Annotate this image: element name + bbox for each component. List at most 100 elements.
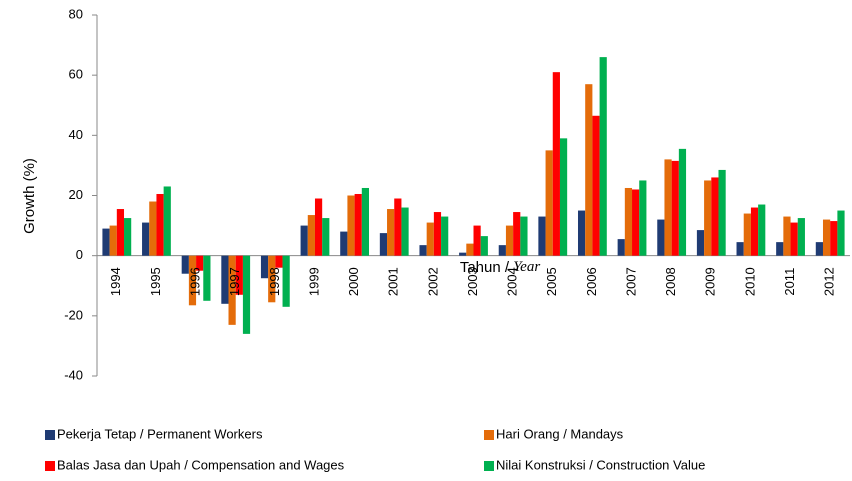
bar: [480, 236, 488, 256]
bar: [632, 189, 640, 256]
y-tick-label: 60: [69, 67, 83, 82]
bar: [671, 160, 679, 256]
bar: [142, 222, 150, 256]
bar: [282, 255, 290, 307]
bar: [797, 218, 805, 256]
bar: [314, 198, 323, 256]
bar: [149, 201, 157, 256]
bar: [822, 219, 831, 256]
legend-label: Nilai Konstruksi / Construction Value: [496, 457, 705, 472]
x-axis-title: Tahun / Year: [460, 259, 540, 276]
bar: [419, 245, 427, 256]
bar: [394, 198, 402, 256]
x-tick-label: 2012: [822, 267, 837, 296]
x-tick-label: 1994: [108, 267, 123, 296]
bar: [545, 150, 553, 256]
bar: [188, 255, 197, 306]
y-tick-label: 0: [76, 247, 83, 262]
legend-label: Hari Orang / Mandays: [496, 426, 624, 441]
y-tick-label: -20: [64, 307, 83, 322]
x-tick-label: 2011: [782, 268, 797, 296]
x-tick-label: 2004: [505, 267, 520, 296]
bar: [322, 218, 330, 256]
bar: [585, 84, 593, 256]
x-tick-label: 2009: [703, 267, 718, 296]
y-tick-label: -40: [64, 367, 83, 382]
x-tick-label: 1996: [188, 267, 203, 296]
bar: [235, 255, 243, 295]
bar: [102, 228, 110, 256]
legend-swatch: [45, 430, 55, 440]
x-tick-label: 2010: [742, 267, 757, 296]
bar: [830, 221, 838, 256]
bar: [552, 72, 560, 256]
bar: [696, 230, 705, 256]
legend-swatch: [484, 430, 494, 440]
x-axis-title-part: Tahun /: [460, 259, 513, 276]
bar: [505, 225, 514, 256]
bar: [361, 187, 370, 256]
y-tick-label: 80: [69, 6, 83, 21]
x-tick-label: 1997: [227, 267, 242, 296]
bar: [242, 255, 251, 334]
x-tick-label: 2001: [386, 267, 401, 296]
bar: [520, 216, 528, 256]
bar: [109, 225, 117, 256]
x-axis-title-part: Year: [513, 259, 540, 275]
x-tick-label: 2008: [663, 267, 678, 296]
legend-label: Balas Jasa dan Upah / Compensation and W…: [57, 457, 345, 472]
x-tick-label: 2006: [584, 267, 599, 296]
bar: [624, 187, 633, 256]
bar: [466, 243, 474, 256]
bar: [426, 222, 434, 256]
bar: [783, 216, 791, 256]
bar: [538, 216, 546, 256]
bar: [347, 195, 355, 256]
bar: [441, 216, 449, 256]
bar: [181, 255, 189, 274]
bar: [758, 204, 766, 256]
bar: [116, 209, 125, 256]
bar: [743, 213, 751, 256]
legend-swatch: [484, 461, 494, 471]
x-tick-label: 1998: [267, 267, 282, 296]
bar: [513, 212, 521, 256]
bar: [268, 255, 276, 303]
bar: [340, 231, 348, 256]
x-tick-label: 2003: [465, 267, 480, 296]
bar: [433, 212, 442, 256]
bar: [718, 169, 726, 256]
bar: [776, 242, 784, 256]
bar: [221, 255, 229, 304]
bar: [678, 148, 687, 256]
bar: [307, 215, 315, 256]
bar: [704, 180, 712, 256]
legend-label: Pekerja Tetap / Permanent Workers: [57, 426, 263, 441]
bar: [203, 255, 211, 301]
bar: [228, 255, 236, 325]
bar: [401, 207, 409, 256]
bar: [163, 186, 171, 256]
bar: [577, 210, 586, 256]
bar: [354, 193, 362, 256]
bar: [617, 239, 625, 256]
y-tick-label: 40: [69, 127, 83, 142]
bar: [837, 210, 845, 256]
legend-swatch: [45, 461, 55, 471]
x-tick-label: 1999: [306, 267, 321, 296]
bar: [790, 222, 798, 256]
bar: [815, 242, 823, 256]
bar: [387, 209, 395, 256]
bar: [736, 242, 744, 256]
bar: [124, 218, 132, 256]
x-tick-label: 2000: [346, 267, 361, 296]
bar: [750, 207, 759, 256]
bar: [260, 255, 269, 279]
bar: [711, 177, 719, 256]
bar: [657, 219, 665, 256]
bar: [196, 255, 204, 271]
x-tick-label: 2002: [425, 267, 440, 296]
bar: [156, 193, 164, 256]
bar: [473, 225, 481, 256]
